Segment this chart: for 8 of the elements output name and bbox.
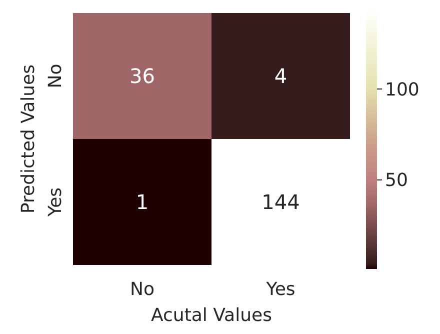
y-axis-title: Predicted Values bbox=[18, 64, 39, 214]
data-label: 144 bbox=[262, 190, 300, 214]
data-label: 1 bbox=[136, 190, 149, 214]
color-bar-label: 50 bbox=[385, 170, 408, 192]
data-label: 36 bbox=[130, 64, 155, 88]
data-label: 4 bbox=[274, 64, 288, 88]
x-axis-title: Acutal Values bbox=[151, 305, 272, 326]
color-bar-label: 100 bbox=[385, 79, 420, 100]
